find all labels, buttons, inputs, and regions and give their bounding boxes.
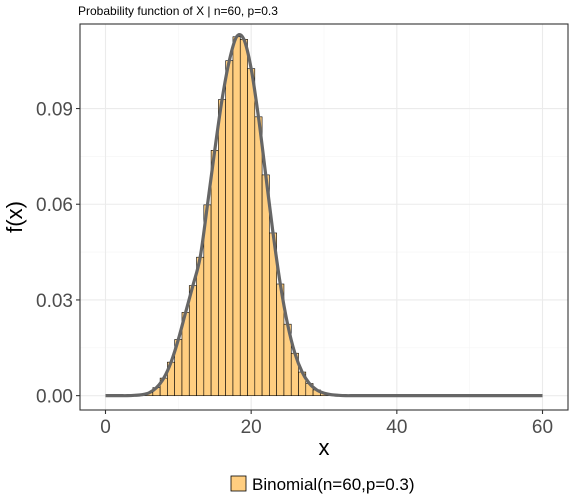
bar bbox=[254, 116, 263, 396]
bar bbox=[239, 39, 248, 396]
legend-key bbox=[230, 475, 247, 492]
x-tick-label: 60 bbox=[532, 417, 553, 438]
bar bbox=[188, 285, 197, 396]
x-axis-ticks: 0 20 40 60 bbox=[100, 410, 553, 438]
y-tick-label: 0.09 bbox=[36, 100, 73, 121]
chart-title: Probability function of X | n=60, p=0.3 bbox=[78, 4, 278, 18]
legend-label: Binomial(n=60,p=0.3) bbox=[252, 475, 415, 494]
y-tick-label: 0.06 bbox=[36, 195, 73, 216]
pmf-curve-line bbox=[105, 33, 543, 398]
bar bbox=[218, 99, 226, 396]
grid bbox=[80, 24, 568, 410]
bar bbox=[210, 150, 219, 396]
panel-border bbox=[79, 23, 569, 411]
bar bbox=[225, 60, 234, 396]
y-tick-label: 0.00 bbox=[36, 387, 73, 408]
y-tick-label: 0.03 bbox=[36, 291, 73, 312]
bar bbox=[247, 68, 256, 396]
bars bbox=[130, 36, 343, 396]
pmf-curve bbox=[105, 33, 543, 398]
bar bbox=[196, 256, 205, 396]
x-tick-label: 20 bbox=[241, 417, 262, 438]
x-tick-label: 0 bbox=[100, 417, 111, 438]
x-tick-label: 40 bbox=[386, 417, 407, 438]
bar bbox=[232, 36, 241, 396]
legend: Binomial(n=60,p=0.3) bbox=[230, 475, 415, 494]
y-axis-title: f(x) bbox=[2, 201, 27, 233]
y-axis-ticks: 0.00 0.03 0.06 0.09 bbox=[36, 100, 80, 408]
x-axis-title: x bbox=[319, 435, 330, 460]
